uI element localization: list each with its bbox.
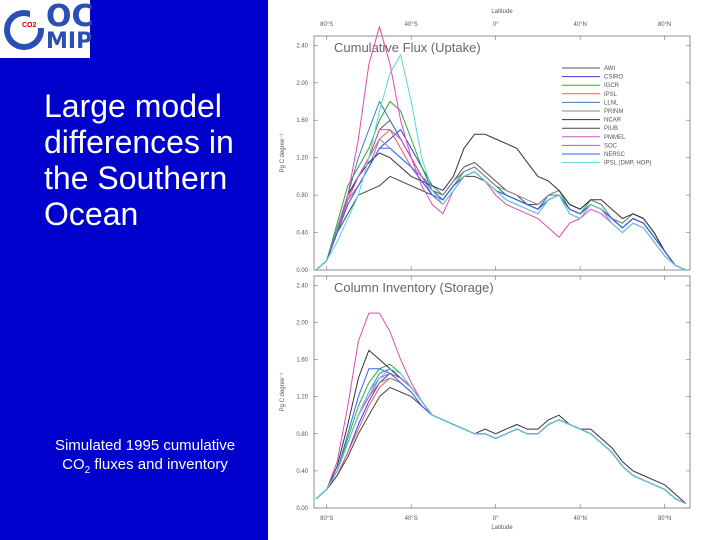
x-tick-label: 80°S <box>320 516 333 522</box>
x-tick-label: 40°S <box>405 22 418 28</box>
legend-label: PMMEL <box>604 135 626 141</box>
series-line <box>315 26 687 271</box>
series-line <box>315 312 687 504</box>
y-tick-label: 1.60 <box>296 118 308 124</box>
legend-label: AWI <box>604 66 615 72</box>
caption-subscript: 2 <box>84 465 91 476</box>
y-tick-label: 2.40 <box>296 43 308 49</box>
series-line <box>315 133 687 271</box>
series-line <box>315 138 687 271</box>
legend-label: NCAR <box>604 118 622 124</box>
slide-headline: Large model differences in the Southern … <box>44 88 234 232</box>
y-tick-label: 1.60 <box>296 358 308 364</box>
y-tick-label: 0.80 <box>296 193 308 199</box>
y-tick-label: 0.00 <box>296 506 308 512</box>
latitude-flux-chart: 0.00 0.40 0.80 1.20 1.60 2.00 2.40 80°S 40°S 0° 40… <box>280 9 691 531</box>
series-line <box>315 363 687 504</box>
y-tick-label: 0.00 <box>296 268 308 274</box>
logo-line1: OC <box>46 0 94 34</box>
x-tick-label: 40°N <box>573 516 586 522</box>
legend-label: IPSL <box>604 92 618 98</box>
x-tick-label: 40°S <box>405 516 418 522</box>
x-tick-label: 0° <box>493 516 499 522</box>
slide-caption: Simulated 1995 cumulative CO2 fluxes and… <box>30 436 260 480</box>
y-axis-label: Pg C degree⁻¹ <box>280 373 286 412</box>
logo-line2: MIP <box>46 29 93 54</box>
x-tick-label: 80°N <box>658 22 671 28</box>
y-tick-label: 1.20 <box>296 156 308 162</box>
panel-frame-2 <box>313 275 691 509</box>
caption-co: CO <box>62 456 85 473</box>
series-line <box>315 372 687 504</box>
slide-left-panel: CO2 OC MIP Large model differences in th… <box>0 0 268 540</box>
y-tick-label: 0.40 <box>296 231 308 237</box>
y-tick-label: 0.80 <box>296 432 308 438</box>
panel-title: Cumulative Flux (Uptake) <box>334 40 481 55</box>
legend-label: SOC <box>604 143 618 149</box>
logo-badge: CO2 <box>22 22 37 29</box>
series-line <box>315 386 687 504</box>
y-tick-label: 2.40 <box>296 283 308 289</box>
panel-title: Column Inventory (Storage) <box>334 280 494 295</box>
y-tick-label: 1.20 <box>296 395 308 401</box>
series-line <box>315 54 687 271</box>
x-axis-label-top: Latitude <box>491 9 513 15</box>
series-line <box>315 147 687 271</box>
legend-label: CSIRO <box>604 75 623 81</box>
x-tick-label: 0° <box>493 22 499 28</box>
legend-label: IGCR <box>604 83 620 89</box>
legend-label: LLNL <box>604 100 619 106</box>
y-tick-label: 0.40 <box>296 469 308 475</box>
y-axis-label: Pg C degree⁻¹ <box>280 134 286 173</box>
panel-frame-1 <box>313 35 691 271</box>
legend-label: PIUB <box>604 126 618 132</box>
series-line <box>315 349 687 504</box>
series-line <box>315 368 687 504</box>
y-tick-label: 2.00 <box>296 81 308 87</box>
legend-label: NERSC <box>604 152 626 158</box>
ocmip-logo: CO2 OC MIP <box>0 0 94 58</box>
legend-label: IPSL (DMP, HOP) <box>604 161 651 167</box>
y-tick-label: 2.00 <box>296 320 308 326</box>
x-tick-label: 80°S <box>320 22 333 28</box>
globe-icon <box>4 8 46 50</box>
x-tick-label: 80°N <box>658 516 671 522</box>
x-axis-label: Latitude <box>491 525 513 531</box>
legend-label: PRINM <box>604 109 623 115</box>
x-tick-label: 40°N <box>573 22 586 28</box>
caption-line1: Simulated 1995 cumulative <box>54 437 236 454</box>
caption-line2: fluxes and inventory <box>90 456 228 473</box>
